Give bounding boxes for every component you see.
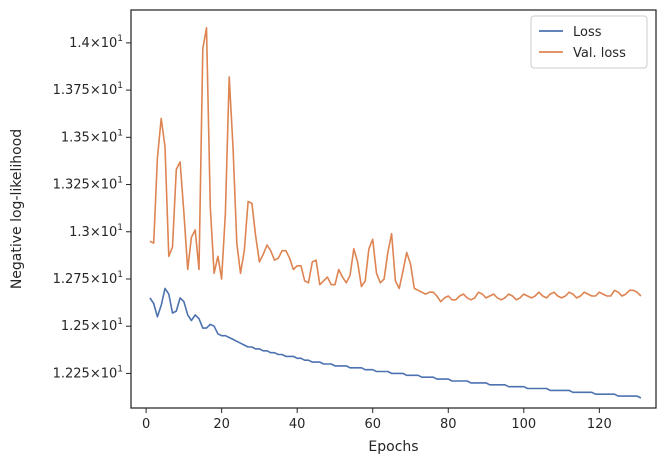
y-tick-label: 1.225×101	[53, 364, 123, 381]
y-tick-label: 1.375×101	[53, 81, 123, 98]
y-tick-exponent: 1	[117, 364, 123, 374]
plot-area	[130, 9, 657, 409]
y-tick-exponent: 1	[117, 223, 123, 233]
legend-label: Val. loss	[573, 46, 626, 61]
x-tick-label: 100	[511, 417, 536, 432]
y-axis-ticks: 1.225×1011.25×1011.275×1011.3×1011.325×1…	[53, 34, 131, 381]
y-tick-label: 1.35×101	[61, 128, 123, 145]
y-tick-label: 1.325×101	[53, 176, 123, 193]
y-tick-times: ×10	[90, 130, 117, 145]
x-tick-label: 20	[213, 417, 230, 432]
x-tick-label: 0	[142, 417, 150, 432]
y-tick-times: ×10	[90, 272, 117, 287]
y-tick-mantissa: 1.35	[61, 130, 90, 145]
y-axis-label: Negative log-likelihood	[9, 129, 25, 289]
y-tick-times: ×10	[90, 36, 117, 51]
legend-frame	[530, 15, 648, 69]
y-tick-label: 1.4×101	[69, 34, 123, 51]
x-axis-ticks: 0 20 40 60 80 100 120	[142, 408, 612, 432]
x-tick-label: 60	[364, 417, 381, 432]
y-tick-times: ×10	[90, 366, 117, 381]
y-tick-exponent: 1	[117, 128, 123, 138]
y-tick-times: ×10	[90, 225, 117, 240]
series-line-0	[149, 287, 642, 399]
y-tick-exponent: 1	[117, 34, 123, 44]
x-tick-label: 80	[440, 417, 457, 432]
x-axis-label: Epochs	[368, 439, 418, 455]
y-tick-label: 1.3×101	[69, 223, 123, 240]
y-tick-mantissa: 1.275	[53, 272, 90, 287]
y-tick-mantissa: 1.325	[53, 178, 90, 193]
legend-label: Loss	[573, 25, 602, 40]
plot-frame	[130, 9, 657, 409]
y-tick-mantissa: 1.25	[61, 319, 90, 334]
y-tick-exponent: 1	[117, 176, 123, 186]
series-layer	[149, 26, 642, 399]
y-tick-mantissa: 1.375	[53, 83, 90, 98]
y-tick-exponent: 1	[117, 81, 123, 91]
x-tick-label: 40	[289, 417, 306, 432]
y-tick-mantissa: 1.4	[69, 36, 90, 51]
y-tick-times: ×10	[90, 83, 117, 98]
x-tick-label: 120	[587, 417, 612, 432]
legend: Loss Val. loss	[530, 15, 648, 69]
y-tick-label: 1.25×101	[61, 317, 123, 334]
y-tick-label: 1.275×101	[53, 270, 123, 287]
y-tick-exponent: 1	[117, 317, 123, 327]
y-tick-times: ×10	[90, 319, 117, 334]
y-tick-exponent: 1	[117, 270, 123, 280]
y-tick-mantissa: 1.3	[69, 225, 90, 240]
series-line-1	[149, 26, 642, 303]
y-tick-mantissa: 1.225	[53, 366, 90, 381]
y-tick-times: ×10	[90, 178, 117, 193]
